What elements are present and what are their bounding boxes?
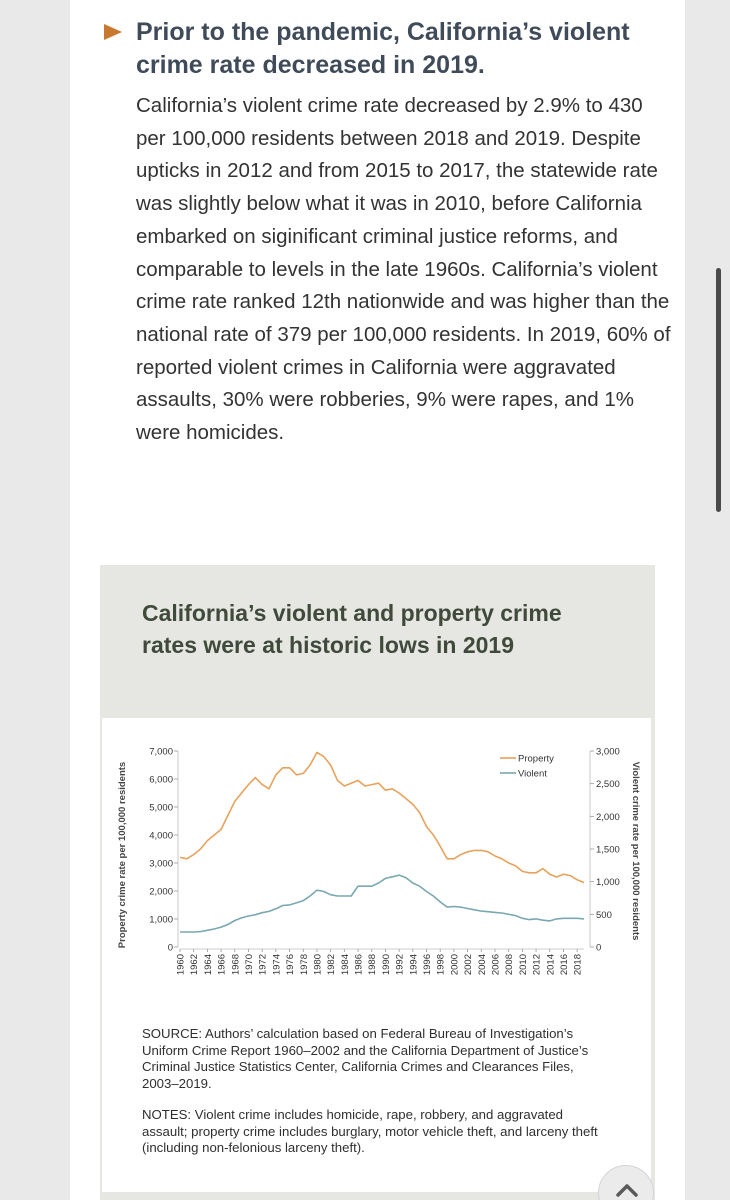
x-tick-label: 1978	[299, 954, 310, 975]
x-tick-label: 2008	[504, 954, 515, 975]
right-tick-label: 2,000	[596, 812, 620, 823]
chart-panel: California’s violent and property crime …	[100, 565, 655, 1200]
chevron-up-icon	[616, 1184, 638, 1197]
left-tick-label: 7,000	[149, 747, 173, 758]
x-tick-label: 2012	[532, 954, 543, 975]
x-tick-label: 1966	[217, 954, 228, 975]
x-tick-label: 1982	[326, 954, 337, 975]
section-paragraph: California’s violent crime rate decrease…	[136, 94, 671, 445]
x-tick-label: 2004	[477, 954, 488, 975]
scroll-to-top-button[interactable]	[598, 1165, 654, 1200]
x-tick-label: 1996	[422, 954, 433, 975]
figure-source: SOURCE: Authors’ calculation based on Fe…	[142, 1026, 589, 1091]
left-gutter	[0, 0, 70, 1200]
right-tick-label: 500	[596, 910, 612, 921]
crime-rate-chart: 0 1,000 2,000 3,000 4,000 5,000 6,000 7,000 0 500…	[117, 747, 641, 976]
right-tick-label: 1,500	[596, 845, 620, 856]
left-tick-label: 2,000	[149, 887, 173, 898]
x-tick-label: 2010	[518, 954, 529, 975]
x-tick-label: 1994	[408, 954, 419, 975]
x-tick-label: 1974	[271, 954, 282, 975]
right-tick-label: 1,000	[596, 877, 620, 888]
x-tick-label: 1962	[189, 954, 200, 975]
x-tick-label: 1988	[367, 954, 378, 975]
left-tick-label: 1,000	[149, 915, 173, 926]
x-tick-label: 2016	[559, 954, 570, 975]
x-tick-label: 1972	[258, 954, 269, 975]
chart-title: California’s violent and property crime …	[142, 600, 562, 658]
x-tick-label: 1992	[395, 954, 406, 975]
x-tick-label: 1990	[381, 954, 392, 975]
article-content: Prior to the pandemic, California’s viol…	[70, 0, 685, 1200]
right-tick-label: 2,500	[596, 779, 620, 790]
x-tick-label: 1976	[285, 954, 296, 975]
x-tick-label: 1968	[230, 954, 241, 975]
heading-arrow-icon	[104, 24, 122, 40]
x-tick-label: 1964	[203, 954, 214, 975]
left-axis-title: Property crime rate per 100,000 resident…	[117, 762, 128, 948]
left-tick-label: 4,000	[149, 831, 173, 842]
x-tick-label: 1984	[340, 954, 351, 975]
x-tick-label: 1980	[312, 954, 323, 975]
x-tick-label: 2006	[490, 954, 501, 975]
x-tick-label: 1960	[176, 954, 187, 975]
x-tick-label: 2002	[463, 954, 474, 975]
series-line-property	[179, 751, 585, 884]
legend-label-property: Property	[518, 754, 554, 765]
left-tick-label: 0	[168, 943, 173, 954]
x-tick-label: 1986	[354, 954, 365, 975]
chart-card: 0 1,000 2,000 3,000 4,000 5,000 6,000 7,000 0 500…	[102, 718, 651, 1192]
x-tick-label: 1970	[244, 954, 255, 975]
right-gutter	[685, 0, 730, 1200]
left-tick-label: 6,000	[149, 775, 173, 786]
right-tick-label: 0	[596, 943, 601, 954]
x-tick-label: 2018	[573, 954, 584, 975]
x-tick-label: 2000	[449, 954, 460, 975]
figure-notes: NOTES: Violent crime includes homicide, …	[142, 1107, 598, 1155]
x-tick-label: 2014	[545, 954, 556, 975]
x-tick-label: 1998	[436, 954, 447, 975]
right-tick-label: 3,000	[596, 747, 620, 758]
left-tick-label: 3,000	[149, 859, 173, 870]
right-axis-title: Violent crime rate per 100,000 residents	[630, 762, 641, 941]
left-tick-label: 5,000	[149, 803, 173, 814]
section-heading: Prior to the pandemic, California’s viol…	[136, 18, 630, 79]
series-line-violent	[180, 874, 585, 933]
legend-label-violent: Violent	[518, 769, 547, 780]
scrollbar[interactable]	[716, 268, 721, 512]
